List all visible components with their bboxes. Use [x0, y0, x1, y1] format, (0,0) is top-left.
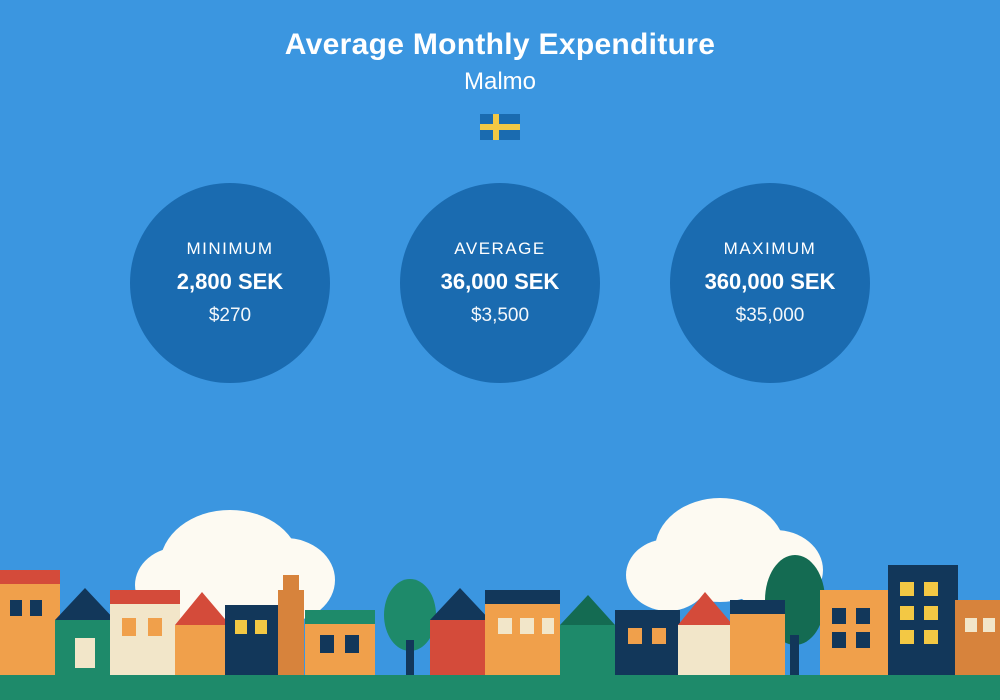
building-icon	[430, 588, 490, 680]
stat-usd-value: $3,500	[471, 305, 529, 327]
building-icon	[820, 590, 890, 680]
building-icon	[485, 590, 560, 680]
infographic-canvas: Average Monthly Expenditure Malmo MINIMU…	[0, 0, 1000, 700]
building-icon	[225, 605, 280, 680]
building-icon	[55, 588, 115, 680]
tree-icon	[384, 579, 436, 675]
cityscape-illustration	[0, 470, 1000, 700]
stat-label: MINIMUM	[187, 239, 274, 259]
header: Average Monthly Expenditure Malmo	[0, 0, 1000, 145]
page-subtitle: Malmo	[0, 68, 1000, 96]
building-icon	[560, 595, 615, 680]
stat-circles-row: MINIMUM 2,800 SEK $270 AVERAGE 36,000 SE…	[0, 183, 1000, 383]
building-icon	[615, 610, 680, 680]
flag-cross-vertical	[493, 114, 499, 140]
sweden-flag-icon	[480, 114, 520, 140]
building-icon	[730, 600, 785, 680]
stat-local-value: 2,800 SEK	[177, 269, 283, 295]
stat-circle-maximum: MAXIMUM 360,000 SEK $35,000	[670, 183, 870, 383]
stat-usd-value: $35,000	[736, 305, 805, 327]
ground	[0, 675, 1000, 700]
stat-circle-minimum: MINIMUM 2,800 SEK $270	[130, 183, 330, 383]
stat-local-value: 360,000 SEK	[705, 269, 836, 295]
building-icon	[110, 590, 180, 680]
page-title: Average Monthly Expenditure	[0, 28, 1000, 62]
building-icon	[888, 565, 958, 680]
building-icon	[305, 610, 375, 680]
stat-local-value: 36,000 SEK	[441, 269, 560, 295]
stat-label: AVERAGE	[454, 239, 545, 259]
flag-cross-horizontal	[480, 124, 520, 130]
building-icon	[955, 600, 1000, 680]
stat-label: MAXIMUM	[724, 239, 817, 259]
building-icon	[0, 570, 60, 680]
building-icon	[278, 575, 304, 680]
stat-circle-average: AVERAGE 36,000 SEK $3,500	[400, 183, 600, 383]
stat-usd-value: $270	[209, 305, 251, 327]
